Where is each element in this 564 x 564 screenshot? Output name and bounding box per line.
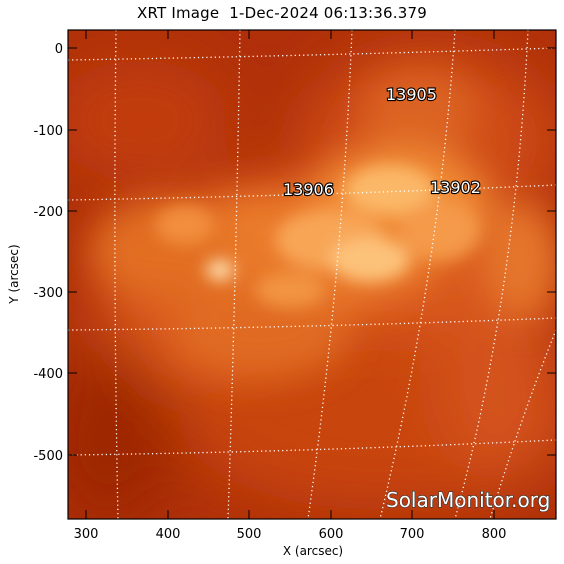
y-tick-label: -200 [33, 205, 63, 220]
solarmonitor-watermark: SolarMonitor.org [386, 488, 550, 512]
xrt-solar-image [68, 30, 556, 519]
y-axis-ticks [68, 47, 556, 456]
y-tick-label: -300 [33, 286, 63, 301]
active-region-label: 13902 [430, 178, 481, 197]
x-tick-label: 700 [400, 527, 425, 542]
image-title: XRT Image 1-Dec-2024 06:13:36.379 [137, 4, 427, 22]
active-region-label: 13906 [283, 180, 334, 199]
x-tick-label: 300 [74, 527, 99, 542]
x-axis-label: X (arcsec) [283, 544, 343, 558]
x-tick-label: 500 [237, 527, 262, 542]
y-tick-label: 0 [55, 42, 63, 57]
x-tick-label: 400 [156, 527, 181, 542]
x-tick-label: 800 [482, 527, 507, 542]
x-tick-label: 600 [319, 527, 344, 542]
plot-frame [67, 29, 557, 520]
y-axis-label: Y (arcsec) [7, 244, 21, 304]
heliographic-grid [68, 30, 556, 519]
x-axis-ticks [85, 30, 495, 519]
active-region-label: 13905 [386, 85, 437, 104]
y-tick-label: -500 [33, 449, 63, 464]
y-tick-label: -400 [33, 367, 63, 382]
y-tick-label: -100 [33, 124, 63, 139]
